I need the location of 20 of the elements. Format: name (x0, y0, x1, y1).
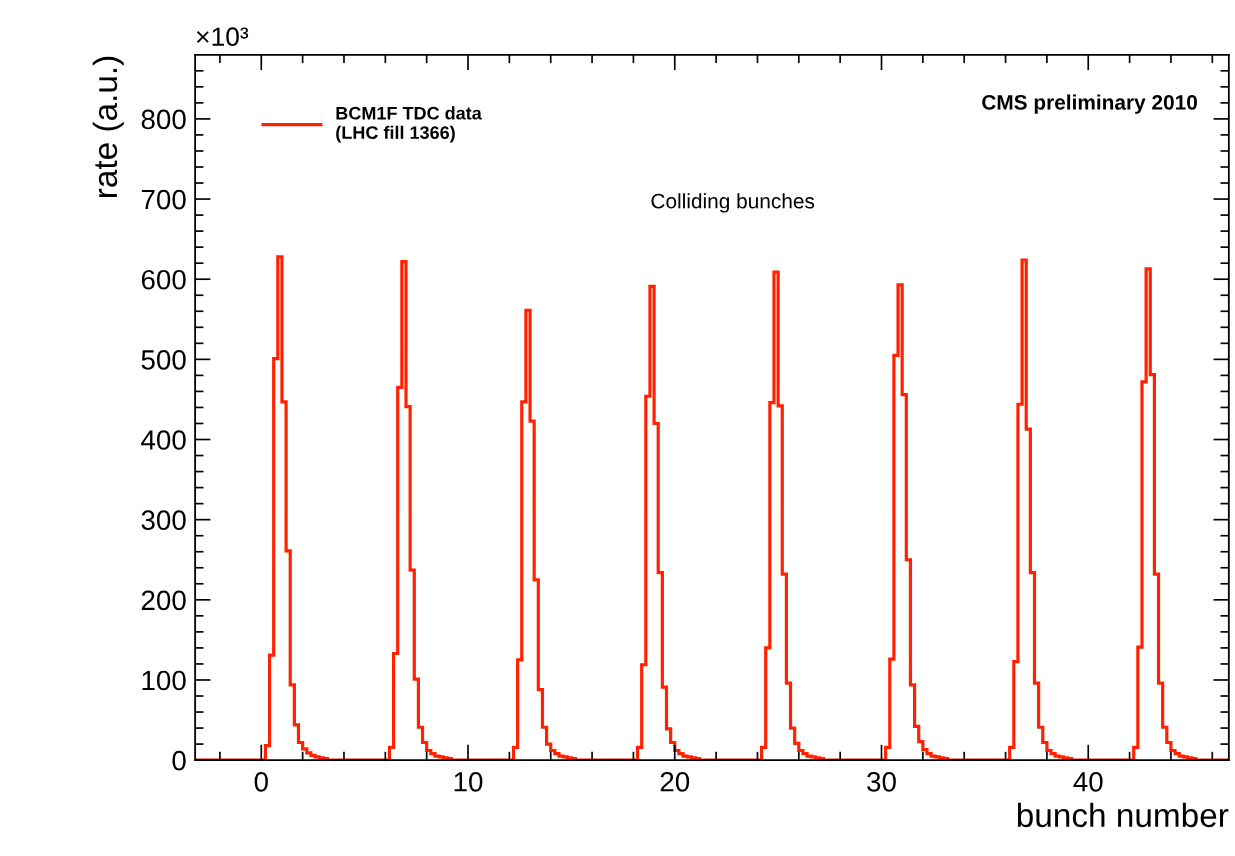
y-tick-label: 500 (141, 350, 186, 370)
annotation: CMS preliminary 2010 (982, 94, 1197, 114)
x-tick-label: 30 (867, 771, 896, 792)
y-tick-label: 800 (141, 109, 186, 130)
x-tick-label: 10 (454, 771, 483, 792)
y-tick-label: 600 (141, 269, 186, 290)
y-tick-label: 700 (141, 189, 186, 210)
y-axis-title: rate (a.u.) (92, 56, 124, 198)
x-tick-label: 40 (1073, 771, 1103, 792)
annotation: Colliding bunches (651, 193, 815, 213)
x-axis-title: bunch number (1017, 802, 1229, 828)
x-tick-label: 20 (660, 771, 690, 792)
x-tick-label: 0 (254, 771, 268, 792)
legend-label: BCM1F TDC data (LHC fill 1366) (336, 106, 482, 143)
y-tick-label: 400 (141, 430, 186, 450)
y-tick-label: 100 (142, 670, 186, 691)
y-tick-label: 300 (141, 510, 186, 531)
y-tick-label: 0 (172, 750, 186, 771)
y-tick-label: 200 (141, 590, 186, 611)
text: ×10³ (196, 27, 249, 47)
